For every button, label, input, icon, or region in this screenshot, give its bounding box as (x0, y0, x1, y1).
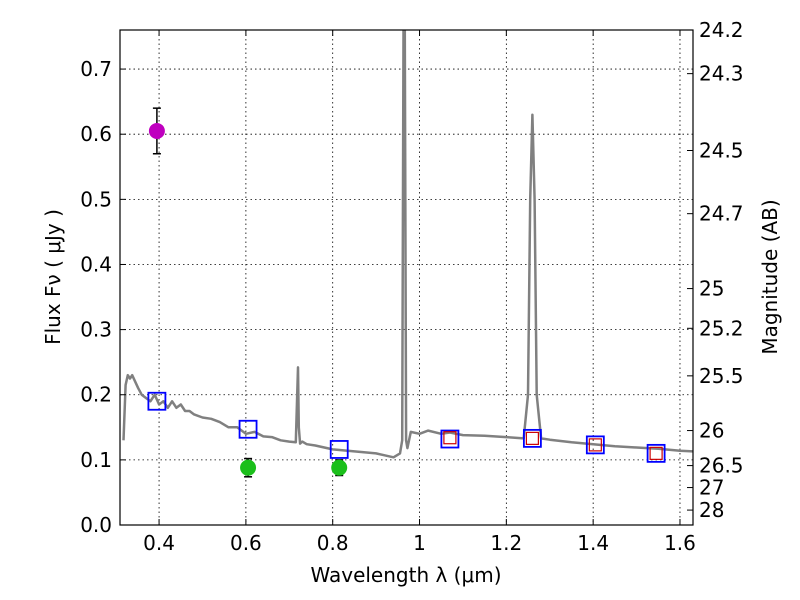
model-photometry-marker (329, 440, 349, 459)
x-tick-label: 1.6 (664, 531, 696, 555)
x-tick-label: 1.2 (490, 531, 522, 555)
x-tick-label: 1 (413, 531, 426, 555)
plot-area (122, 30, 693, 478)
x-axis-title: Wavelength λ (μm) (310, 563, 501, 587)
data-point (240, 459, 257, 476)
y2-tick-label: 24.3 (699, 62, 744, 86)
y2-tick-label: 25.5 (699, 364, 744, 388)
model-photometry-marker (440, 429, 460, 449)
y-axis-ticks: 0.0 0.1 0.2 0.3 0.4 0.5 0.6 0.7 (80, 57, 126, 537)
x-tick-label: 0.4 (143, 531, 175, 555)
model-photometry-marker (585, 435, 605, 455)
x-tick-label: 0.8 (317, 531, 349, 555)
y2-tick-label: 24.7 (699, 202, 744, 226)
y-tick-label: 0.6 (80, 122, 112, 146)
y-axis-title: Flux Fν ( μJy ) (41, 209, 65, 345)
y2-tick-label: 24.5 (699, 138, 744, 162)
y2-axis-title: Magnitude (AB) (758, 199, 782, 354)
model-photometry-marker (646, 443, 666, 463)
x-axis-ticks: 0.4 0.6 0.8 1 1.2 1.4 1.6 (143, 30, 696, 555)
y-tick-label: 0.1 (80, 448, 112, 472)
y2-tick-label: 26.5 (699, 454, 744, 478)
limit-marker (525, 431, 539, 445)
y-tick-label: 0.2 (80, 383, 112, 407)
data-point (331, 459, 348, 476)
limit-marker (588, 438, 602, 452)
model-photometry-marker (147, 391, 167, 411)
y2-tick-label: 25.2 (699, 316, 744, 340)
y-tick-label: 0.4 (80, 252, 112, 276)
limit-marker (443, 431, 457, 445)
model-photometry-marker (522, 428, 542, 448)
x-tick-label: 1.4 (577, 531, 609, 555)
data-point (148, 122, 165, 139)
y2-tick-label: 27 (699, 476, 724, 500)
y2-tick-label: 24.2 (699, 18, 744, 42)
y2-tick-label: 25 (699, 277, 724, 301)
y-tick-label: 0.7 (80, 57, 112, 81)
y-tick-label: 0.3 (80, 318, 112, 342)
spectrum-line (122, 30, 693, 459)
y-tick-label: 0.0 (80, 513, 112, 537)
y2-tick-label: 26 (699, 419, 724, 443)
y2-tick-label: 28 (699, 498, 724, 522)
plot-frame (119, 29, 694, 526)
limit-marker (649, 446, 663, 460)
model-photometry-marker (238, 419, 258, 439)
x-tick-label: 0.6 (230, 531, 262, 555)
y-tick-label: 0.5 (80, 187, 112, 211)
